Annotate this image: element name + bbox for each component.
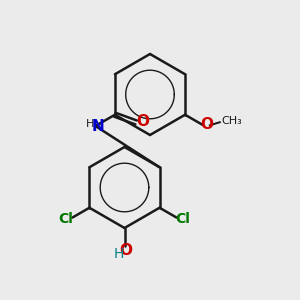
Text: H: H — [114, 248, 124, 261]
Text: O: O — [119, 243, 132, 258]
Text: O: O — [201, 117, 214, 132]
Text: Cl: Cl — [176, 212, 190, 226]
Text: CH₃: CH₃ — [221, 116, 242, 126]
Text: Cl: Cl — [58, 212, 74, 226]
Text: N: N — [92, 119, 104, 134]
Text: H: H — [86, 119, 94, 130]
Text: O: O — [136, 114, 149, 129]
